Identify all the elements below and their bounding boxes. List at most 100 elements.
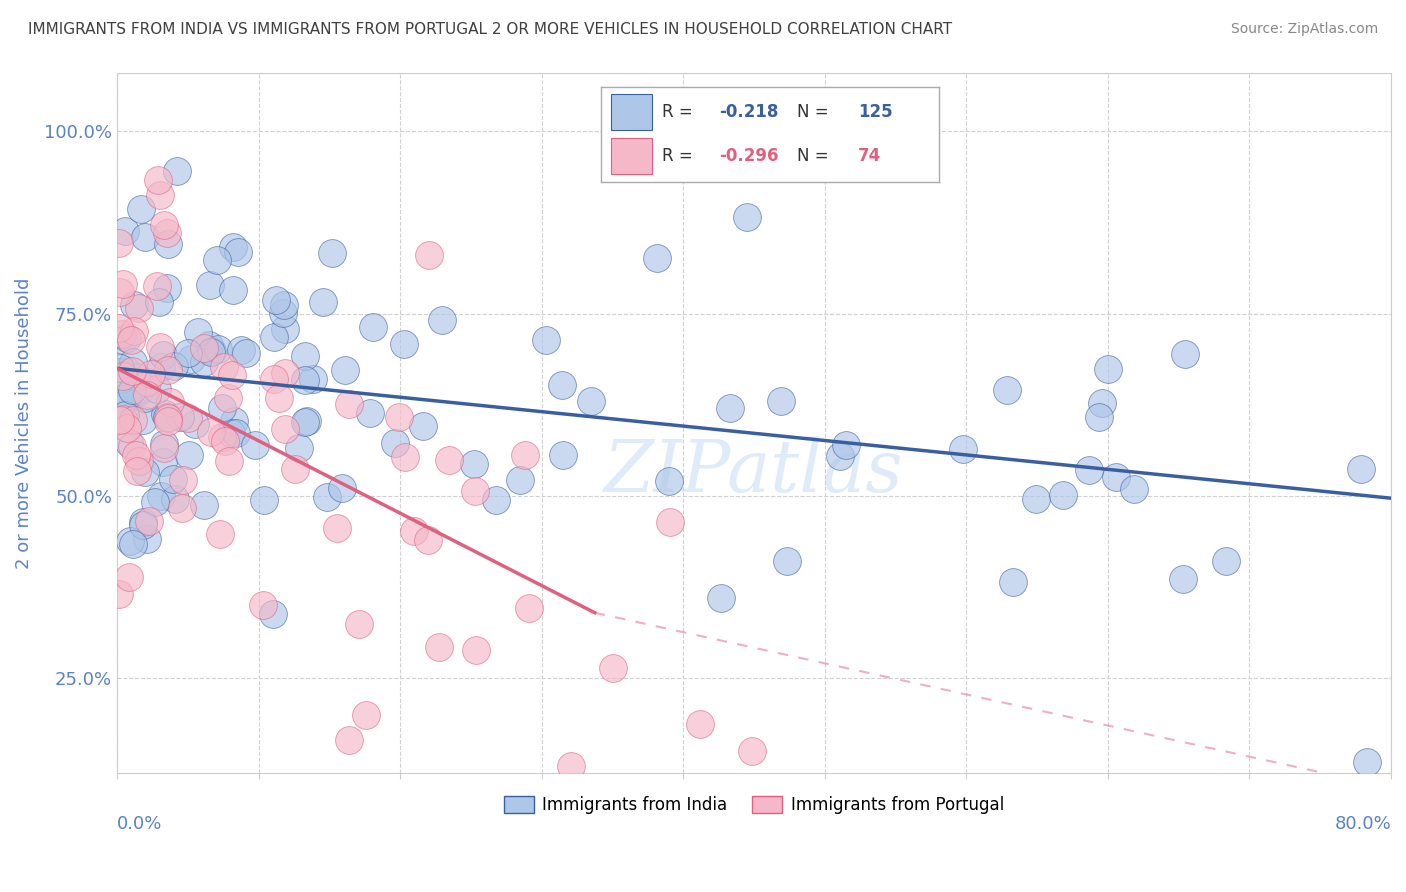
Point — [125, 464, 148, 478]
Point — [551, 378, 574, 392]
Point — [107, 365, 129, 379]
Point — [157, 237, 180, 252]
Point — [1174, 347, 1197, 361]
Point — [560, 759, 582, 773]
Point — [222, 240, 245, 254]
Point — [108, 413, 131, 427]
Point — [830, 449, 852, 463]
Point — [177, 345, 200, 359]
Point — [1025, 491, 1047, 506]
Legend: Immigrants from India, Immigrants from Portugal: Immigrants from India, Immigrants from P… — [498, 789, 1011, 821]
Point — [1052, 488, 1074, 502]
Point — [741, 744, 763, 758]
Point — [177, 411, 200, 425]
Point — [264, 293, 287, 307]
Point — [361, 320, 384, 334]
Point — [177, 448, 200, 462]
Point — [316, 490, 339, 504]
Text: IMMIGRANTS FROM INDIA VS IMMIGRANTS FROM PORTUGAL 2 OR MORE VEHICLES IN HOUSEHOL: IMMIGRANTS FROM INDIA VS IMMIGRANTS FROM… — [28, 22, 952, 37]
Point — [157, 363, 180, 377]
Point — [349, 617, 371, 632]
Point — [392, 337, 415, 351]
Point — [312, 294, 335, 309]
Point — [125, 369, 148, 384]
Point — [172, 501, 194, 516]
Point — [143, 494, 166, 508]
Point — [111, 326, 134, 341]
Point — [110, 372, 132, 386]
Point — [183, 417, 205, 431]
Point — [536, 333, 558, 347]
Point — [200, 425, 222, 439]
Point — [354, 707, 377, 722]
Point — [321, 246, 343, 260]
Point — [581, 394, 603, 409]
Text: 0.0%: 0.0% — [117, 815, 162, 833]
Point — [222, 283, 245, 297]
Point — [108, 236, 131, 251]
Point — [166, 164, 188, 178]
Point — [952, 442, 974, 457]
Point — [294, 373, 316, 387]
Point — [193, 355, 215, 369]
Text: ZIPatlas: ZIPatlas — [605, 437, 904, 508]
Point — [152, 348, 174, 362]
Point — [252, 598, 274, 612]
Point — [169, 409, 191, 424]
Point — [416, 533, 439, 548]
Point — [118, 570, 141, 584]
Point — [149, 490, 172, 504]
Point — [463, 457, 485, 471]
Point — [114, 363, 136, 377]
Point — [122, 413, 145, 427]
Y-axis label: 2 or more Vehicles in Household: 2 or more Vehicles in Household — [15, 277, 32, 569]
Point — [273, 306, 295, 320]
Point — [128, 301, 150, 316]
Point — [1350, 461, 1372, 475]
Point — [211, 401, 233, 415]
Point — [231, 343, 253, 357]
Point — [509, 473, 531, 487]
Point — [769, 393, 792, 408]
Point — [776, 553, 799, 567]
Point — [208, 527, 231, 541]
Point — [221, 368, 243, 382]
Text: Source: ZipAtlas.com: Source: ZipAtlas.com — [1230, 22, 1378, 37]
Point — [263, 372, 285, 386]
Point — [718, 401, 741, 416]
Point — [429, 640, 451, 654]
Point — [212, 359, 235, 374]
Point — [107, 321, 129, 335]
Point — [121, 364, 143, 378]
Point — [430, 313, 453, 327]
Point — [108, 402, 131, 417]
Point — [122, 324, 145, 338]
Point — [112, 368, 135, 383]
Point — [645, 252, 668, 266]
Point — [464, 643, 486, 657]
Point — [214, 434, 236, 449]
Point — [115, 388, 138, 402]
Point — [134, 465, 156, 479]
Point — [515, 448, 537, 462]
Point — [107, 587, 129, 601]
Point — [225, 426, 247, 441]
Point — [148, 294, 170, 309]
Point — [267, 391, 290, 405]
Point — [121, 333, 143, 347]
Point — [153, 437, 176, 451]
Point — [274, 422, 297, 436]
Point — [222, 414, 245, 428]
Point — [108, 285, 131, 299]
Point — [221, 425, 243, 440]
Point — [294, 349, 316, 363]
Point — [517, 601, 540, 615]
Point — [388, 409, 411, 424]
Point — [136, 388, 159, 402]
Point — [157, 410, 180, 425]
Point — [146, 382, 169, 396]
Point — [153, 441, 176, 455]
Point — [337, 396, 360, 410]
Point — [156, 410, 179, 425]
Point — [152, 455, 174, 469]
